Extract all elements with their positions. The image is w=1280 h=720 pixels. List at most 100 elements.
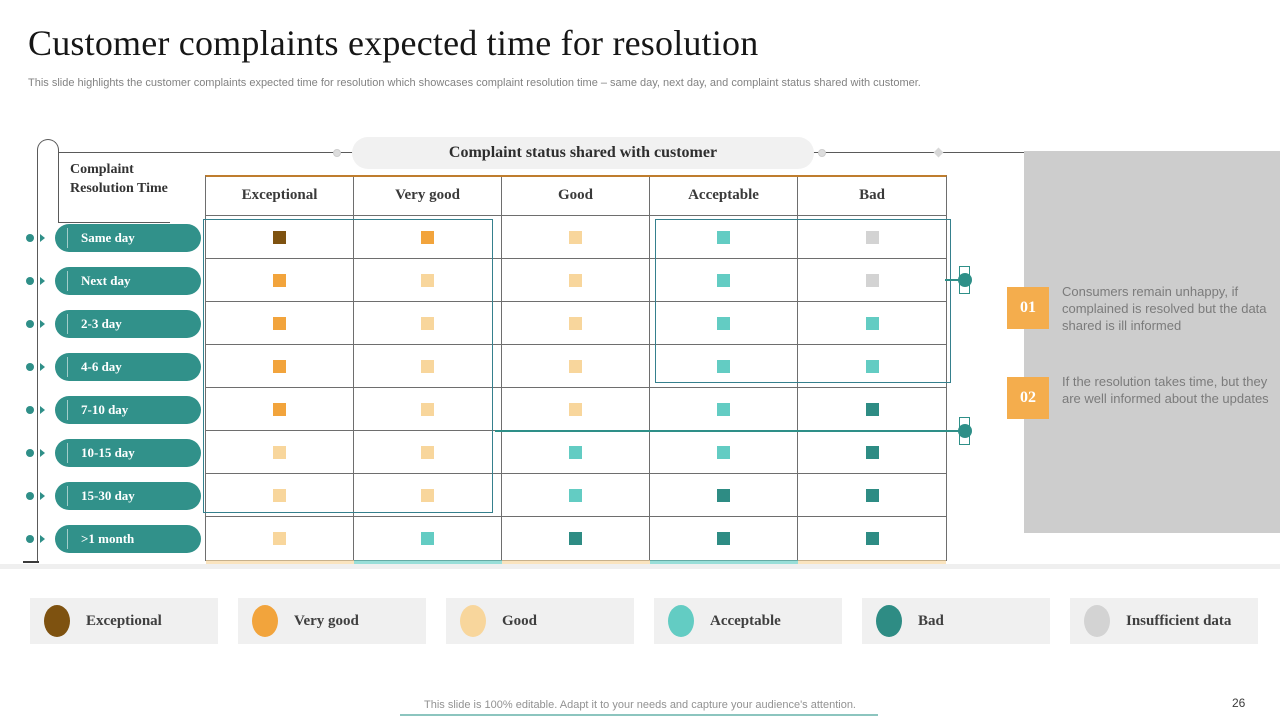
strip-segment-good [206, 560, 354, 564]
matrix-cell-next-day-exceptional[interactable] [206, 259, 354, 302]
slide-subtitle: This slide highlights the customer compl… [28, 77, 921, 89]
status-square-bad [569, 532, 582, 545]
matrix-cell-1-month-good[interactable] [502, 517, 650, 560]
status-square-acceptable [569, 488, 582, 502]
legend-item-bad[interactable]: Bad [862, 598, 1050, 644]
matrix-cell-7-10-day-very-good[interactable] [354, 388, 502, 431]
strip-segment-good [502, 560, 650, 564]
matrix-cell-4-6-day-bad[interactable] [798, 345, 946, 388]
matrix-cell-same-day-good[interactable] [502, 216, 650, 259]
banner-pill[interactable]: Complaint status shared with customer [352, 137, 814, 169]
callout-number-02[interactable]: 02 [1007, 377, 1049, 419]
status-square-bad [865, 488, 879, 502]
row-bullet-arrow-icon [40, 534, 45, 543]
legend-item-very-good[interactable]: Very good [238, 598, 426, 644]
matrix-cell-15-30-day-very-good[interactable] [354, 474, 502, 517]
matrix-cell-1-month-acceptable[interactable] [650, 517, 798, 560]
column-header-very-good[interactable]: Very good [354, 177, 502, 215]
matrix-cell-next-day-good[interactable] [502, 259, 650, 302]
matrix-cell-10-15-day-bad[interactable] [798, 431, 946, 474]
matrix-cell-10-15-day-acceptable[interactable] [650, 431, 798, 474]
matrix-cell-1-month-exceptional[interactable] [206, 517, 354, 560]
status-square-good [421, 402, 434, 416]
row-label-same-day[interactable]: Same day [55, 223, 201, 252]
footer-note: This slide is 100% editable. Adapt it to… [424, 699, 856, 711]
matrix-cell-same-day-acceptable[interactable] [650, 216, 798, 259]
column-header-bad[interactable]: Bad [859, 187, 885, 203]
legend-chip-acceptable [668, 605, 694, 637]
status-square-good [569, 316, 582, 330]
connector-dot-1 [958, 273, 972, 287]
column-header-acceptable[interactable]: Acceptable [650, 177, 798, 215]
row-label-7-10-day[interactable]: 7-10 day [55, 395, 201, 424]
status-square-very_good [273, 316, 286, 330]
matrix-cell-15-30-day-acceptable[interactable] [650, 474, 798, 517]
row-bullet-dot-icon [26, 362, 34, 371]
row-label-1-month[interactable]: >1 month [55, 524, 201, 553]
callout-number-01[interactable]: 01 [1007, 287, 1049, 329]
legend-item-insufficient-data[interactable]: Insufficient data [1070, 598, 1258, 644]
matrix-cell-4-6-day-very-good[interactable] [354, 345, 502, 388]
status-square-bad [865, 402, 879, 416]
legend-item-exceptional[interactable]: Exceptional [30, 598, 218, 644]
axis-label-border-left [58, 152, 59, 223]
row-bullet-arrow-icon [40, 448, 45, 457]
status-square-insufficient [865, 230, 879, 244]
spine-marker-left-icon [333, 149, 341, 157]
matrix-cell-15-30-day-good[interactable] [502, 474, 650, 517]
status-square-good [569, 359, 582, 373]
status-square-acceptable [717, 230, 730, 244]
row-label-10-15-day[interactable]: 10-15 day [55, 438, 201, 467]
status-square-very_good [421, 230, 434, 244]
status-square-acceptable [865, 316, 879, 330]
status-square-good [273, 488, 286, 502]
column-header-exceptional[interactable]: Exceptional [206, 177, 354, 215]
row-bullet-arrow-icon [40, 319, 45, 328]
matrix-cell-2-3-day-acceptable[interactable] [650, 302, 798, 345]
legend-item-acceptable[interactable]: Acceptable [654, 598, 842, 644]
matrix-cell-4-6-day-acceptable[interactable] [650, 345, 798, 388]
matrix-cell-same-day-very-good[interactable] [354, 216, 502, 259]
status-square-bad [717, 532, 730, 545]
matrix-cell-7-10-day-exceptional[interactable] [206, 388, 354, 431]
divider-band [0, 564, 1280, 569]
row-label-next-day[interactable]: Next day [55, 266, 201, 295]
matrix-cell-2-3-day-exceptional[interactable] [206, 302, 354, 345]
matrix-cell-15-30-day-bad[interactable] [798, 474, 946, 517]
matrix-cell-10-15-day-very-good[interactable] [354, 431, 502, 474]
matrix-cell-4-6-day-exceptional[interactable] [206, 345, 354, 388]
matrix-cell-7-10-day-good[interactable] [502, 388, 650, 431]
matrix-cell-1-month-bad[interactable] [798, 517, 946, 560]
status-square-acceptable [865, 359, 879, 373]
matrix-cell-4-6-day-good[interactable] [502, 345, 650, 388]
matrix-cell-2-3-day-very-good[interactable] [354, 302, 502, 345]
matrix-cell-1-month-very-good[interactable] [354, 517, 502, 560]
matrix-grid [205, 216, 947, 561]
matrix-cell-7-10-day-bad[interactable] [798, 388, 946, 431]
spine-marker-diamond-icon [933, 147, 944, 158]
status-square-acceptable [569, 445, 582, 459]
legend-item-good[interactable]: Good [446, 598, 634, 644]
row-label-15-30-day[interactable]: 15-30 day [55, 481, 201, 510]
matrix-cell-2-3-day-good[interactable] [502, 302, 650, 345]
legend-label: Exceptional [86, 613, 162, 629]
matrix-cell-15-30-day-exceptional[interactable] [206, 474, 354, 517]
matrix-cell-10-15-day-exceptional[interactable] [206, 431, 354, 474]
matrix-cell-next-day-very-good[interactable] [354, 259, 502, 302]
column-header-good[interactable]: Good [502, 177, 650, 215]
matrix-cell-next-day-acceptable[interactable] [650, 259, 798, 302]
page-number: 26 [1232, 696, 1246, 710]
matrix-cell-10-15-day-good[interactable] [502, 431, 650, 474]
matrix-cell-2-3-day-bad[interactable] [798, 302, 946, 345]
legend-label: Good [502, 613, 538, 629]
row-label-4-6-day[interactable]: 4-6 day [55, 352, 201, 381]
row-bullet-dot-icon [26, 405, 34, 414]
matrix-cell-same-day-exceptional[interactable] [206, 216, 354, 259]
matrix-cell-same-day-bad[interactable] [798, 216, 946, 259]
side-panel[interactable] [1024, 151, 1280, 533]
row-label-2-3-day[interactable]: 2-3 day [55, 309, 201, 338]
matrix-cell-7-10-day-acceptable[interactable] [650, 388, 798, 431]
matrix-cell-next-day-bad[interactable] [798, 259, 946, 302]
row-bullet-dot-icon [26, 319, 34, 328]
